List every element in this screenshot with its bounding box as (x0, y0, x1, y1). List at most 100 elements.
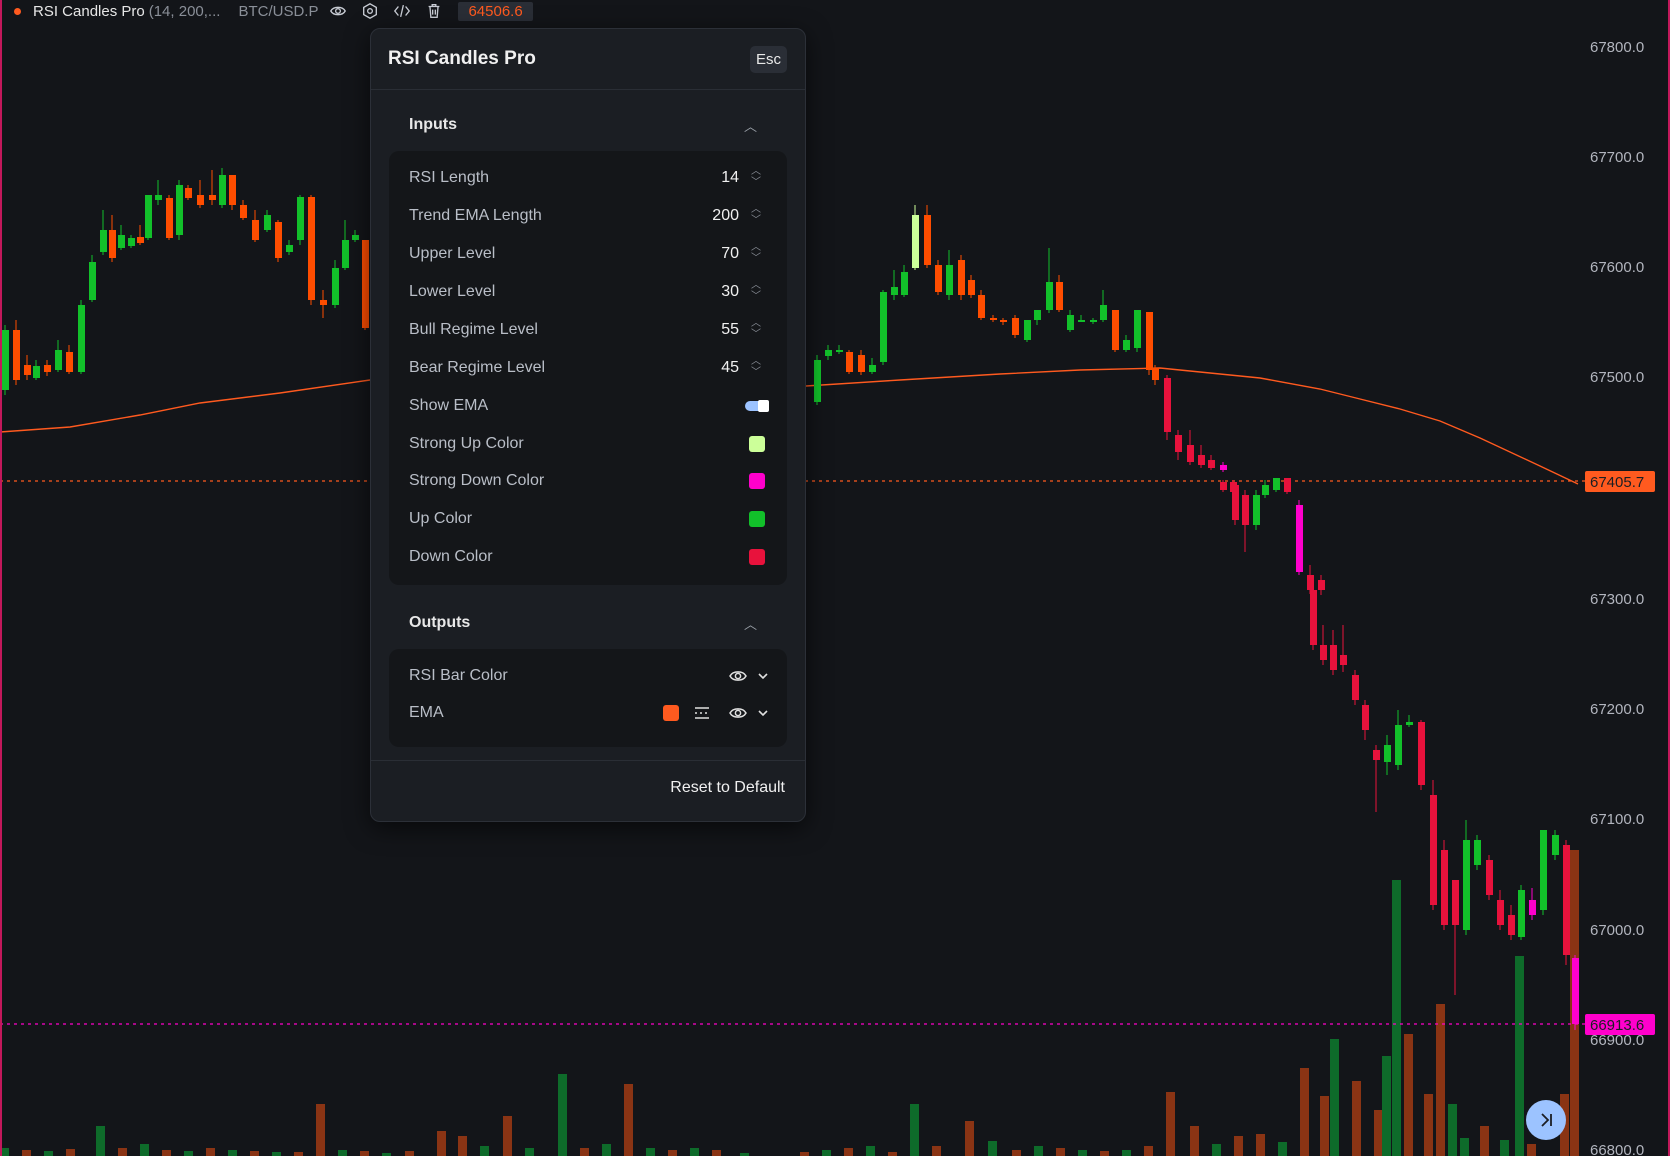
candle-body (78, 305, 85, 372)
outputs-section-title: Outputs (409, 614, 471, 631)
candle-body (1540, 830, 1547, 910)
inputs-section-title: Inputs (409, 116, 457, 133)
candle-body (1198, 455, 1205, 465)
indicator-params[interactable]: (14, 200,... (148, 2, 221, 20)
volume-bar (1234, 1136, 1243, 1156)
candle-body (1406, 722, 1413, 725)
upper-level-input[interactable]: 70 (721, 245, 739, 262)
volume-bar (1190, 1126, 1199, 1156)
candle-body (1112, 310, 1119, 350)
candle-body (901, 272, 908, 295)
candle-body (24, 365, 31, 375)
candle-body (1273, 478, 1280, 490)
settings-icon[interactable] (358, 1, 382, 21)
volume-bar (988, 1141, 997, 1156)
close-price-tag: 66913.6 (1590, 1017, 1644, 1034)
volume-bar (525, 1148, 534, 1156)
show-ema-toggle[interactable] (745, 400, 769, 412)
volume-bar (1480, 1126, 1489, 1156)
volume-bar (294, 1152, 303, 1156)
trend-ema-length-input[interactable]: 200 (712, 207, 739, 224)
volume-bar (1436, 1004, 1445, 1156)
volume-bar (250, 1151, 259, 1156)
bear-regime-level-input[interactable]: 45 (721, 359, 739, 376)
rsi-length-input[interactable]: 14 (721, 169, 739, 186)
candle-body (1000, 320, 1007, 322)
volume-bar (866, 1146, 875, 1156)
volume-bar (844, 1148, 853, 1156)
indicator-symbol: BTC/USD.P (238, 2, 319, 20)
candle-body (1430, 795, 1437, 905)
input-label: Lower Level (409, 283, 496, 300)
indicator-name[interactable]: RSI Candles Pro (33, 2, 145, 20)
bull-regime-level-input[interactable]: 55 (721, 321, 739, 338)
scroll-to-realtime-button[interactable] (1526, 1100, 1566, 1140)
input-label: Bear Regime Level (409, 359, 546, 376)
volume-bar (1320, 1096, 1329, 1156)
candle-body (891, 287, 898, 295)
candle-body (946, 265, 953, 295)
input-row-strong-up-color: Strong Up Color (389, 429, 787, 459)
lower-level-input[interactable]: 30 (721, 283, 739, 300)
chevron-down-icon[interactable] (755, 668, 771, 684)
candle-body (100, 230, 107, 252)
volume-bar (1352, 1081, 1361, 1156)
ema-color-swatch[interactable] (663, 705, 679, 721)
candle-body (240, 205, 247, 218)
line-style-icon[interactable] (691, 702, 713, 724)
up-color-swatch[interactable] (749, 511, 765, 527)
price-axis[interactable]: 67800.0 67700.0 67600.0 67500.0 67400.0 … (1585, 39, 1655, 1156)
dialog-footer: Reset to Default (371, 760, 805, 821)
source-code-icon[interactable] (390, 1, 414, 21)
indicator-header[interactable]: RSI Candles Pro (14, 200,... BTC/USD.P 6… (0, 0, 533, 22)
input-row-strong-down-color: Strong Down Color (389, 466, 787, 496)
eye-icon[interactable] (326, 1, 350, 21)
candle-body (155, 195, 162, 200)
volume-bar (316, 1104, 325, 1156)
candle-body (66, 352, 73, 372)
number-stepper-icon[interactable]: ︿ ﹀ (751, 356, 761, 378)
strong-down-color-swatch[interactable] (749, 473, 765, 489)
chevron-up-icon[interactable]: ︿ (743, 118, 757, 134)
candle-body (1486, 860, 1493, 895)
down-color-swatch[interactable] (749, 549, 765, 565)
left-border-accent (0, 0, 2, 1156)
delete-icon[interactable] (422, 1, 446, 21)
chevron-down-icon[interactable] (755, 705, 771, 721)
outputs-card: RSI Bar Color EMA (389, 649, 787, 747)
candle-body (1572, 958, 1579, 1024)
candle-body (1373, 750, 1380, 760)
volume-bar (184, 1151, 193, 1156)
input-label: Strong Down Color (409, 472, 545, 489)
volume-bar (66, 1149, 75, 1156)
volume-bar (1424, 1094, 1433, 1156)
candle-body (1508, 915, 1515, 935)
close-button[interactable]: Esc (749, 45, 787, 73)
eye-icon[interactable] (727, 665, 749, 687)
inputs-section-header[interactable]: Inputs ︿ (371, 113, 805, 137)
strong-up-color-swatch[interactable] (749, 436, 765, 452)
candle-body (1146, 312, 1153, 370)
close-price-tag-bg (1585, 1014, 1655, 1035)
candle-body (1078, 320, 1085, 322)
candle-body (1123, 340, 1130, 350)
chevron-up-icon[interactable]: ︿ (743, 616, 757, 632)
candle-body (1318, 580, 1325, 590)
number-stepper-icon[interactable]: ︿ ﹀ (751, 242, 761, 264)
number-stepper-icon[interactable]: ︿ ﹀ (751, 318, 761, 340)
outputs-section-header[interactable]: Outputs ︿ (371, 611, 805, 635)
number-stepper-icon[interactable]: ︿ ﹀ (751, 166, 761, 188)
candle-body (320, 300, 327, 305)
reset-to-default-button[interactable]: Reset to Default (670, 779, 785, 796)
candle-body (197, 195, 204, 205)
candle-body (968, 280, 975, 295)
candle-body (308, 197, 315, 300)
number-stepper-icon[interactable]: ︿ ﹀ (751, 280, 761, 302)
ema-price-tag: 67405.7 (1590, 474, 1644, 491)
eye-icon[interactable] (727, 702, 749, 724)
candle-body (137, 237, 144, 243)
number-stepper-icon[interactable]: ︿ ﹀ (751, 204, 761, 226)
candle-body (924, 215, 931, 265)
volume-bar (382, 1153, 391, 1156)
